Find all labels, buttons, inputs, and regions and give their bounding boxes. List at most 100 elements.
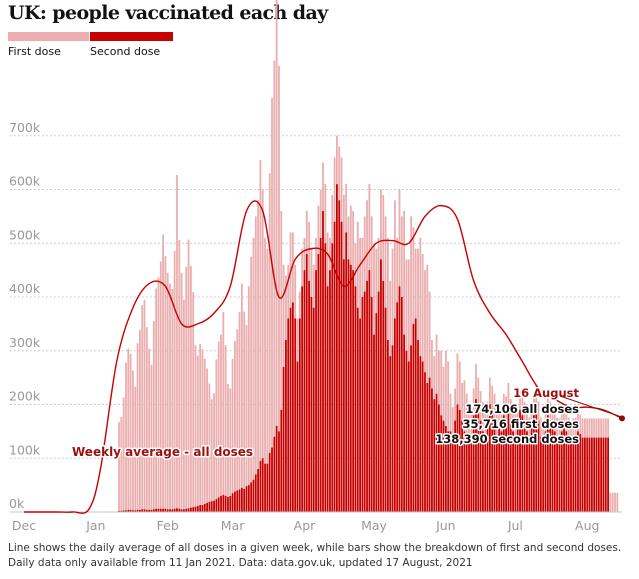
bar-second-dose <box>595 437 598 512</box>
bar-first-dose <box>502 393 505 416</box>
bar-second-dose <box>572 437 575 512</box>
x-tick-label: Aug <box>575 518 599 533</box>
bar-first-dose <box>512 407 514 432</box>
bar-first-dose <box>138 329 141 510</box>
bar-second-dose <box>444 426 447 512</box>
bar-second-dose <box>537 420 540 512</box>
bar-first-dose <box>201 349 204 506</box>
bar-second-dose <box>171 509 174 512</box>
bar-second-dose <box>145 509 148 512</box>
bar-first-dose <box>544 412 547 432</box>
bar-second-dose <box>498 426 501 512</box>
bar-second-dose <box>514 436 517 512</box>
bar-first-dose <box>222 312 225 495</box>
x-tick-label: Jun <box>435 518 456 533</box>
bar-first-dose <box>224 345 227 496</box>
bar-first-dose <box>354 243 357 287</box>
bar-first-dose <box>590 418 593 438</box>
bar-first-dose <box>616 492 619 512</box>
bar-second-dose <box>215 499 218 512</box>
daily-bars <box>118 0 619 512</box>
bar-first-dose <box>247 286 250 486</box>
bar-first-dose <box>349 205 352 265</box>
bar-second-dose <box>368 270 371 512</box>
bar-first-dose <box>514 412 517 437</box>
bar-first-dose <box>287 264 290 319</box>
bar-first-dose <box>602 418 605 438</box>
bar-first-dose <box>370 216 373 297</box>
bar-second-dose <box>192 507 195 512</box>
bar-first-dose <box>444 350 447 426</box>
bar-second-dose <box>433 399 436 512</box>
bar-second-dose <box>178 508 181 512</box>
bar-first-dose <box>604 418 607 438</box>
bar-second-dose <box>574 436 577 512</box>
y-tick-label: 200k <box>9 389 41 404</box>
bar-second-dose <box>180 509 183 512</box>
y-tick-label: 300k <box>9 335 41 350</box>
bar-second-dose <box>264 463 266 512</box>
bar-first-dose <box>368 184 371 271</box>
bar-first-dose <box>143 299 146 510</box>
x-tick-label: Apr <box>294 518 316 533</box>
bar-first-dose <box>584 418 586 438</box>
bar-second-dose <box>447 431 450 512</box>
bar-first-dose <box>278 65 280 432</box>
bar-second-dose <box>324 243 327 512</box>
bar-second-dose <box>475 399 477 512</box>
bar-second-dose <box>563 426 565 512</box>
bar-first-dose <box>259 159 262 461</box>
bar-first-dose <box>570 422 572 443</box>
bar-second-dose <box>546 415 549 512</box>
bar-second-dose <box>560 431 563 512</box>
bar-first-dose <box>338 146 341 201</box>
bar-first-dose <box>419 237 422 357</box>
bar-first-dose <box>347 216 350 260</box>
bar-first-dose <box>294 264 297 319</box>
bar-second-dose <box>530 426 533 512</box>
bar-second-dose <box>298 318 301 512</box>
bar-second-dose <box>533 415 535 512</box>
bar-second-dose <box>291 302 294 512</box>
bar-second-dose <box>185 508 188 512</box>
bar-first-dose <box>516 407 519 426</box>
x-tick-label: May <box>361 518 387 533</box>
bar-first-dose <box>535 385 538 405</box>
bar-first-dose <box>352 211 355 271</box>
bar-first-dose <box>607 418 609 438</box>
bar-second-dose <box>361 297 364 512</box>
bar-first-dose <box>579 414 582 435</box>
bar-first-dose <box>329 237 331 271</box>
bar-second-dose <box>528 436 531 512</box>
bar-second-dose <box>120 510 123 512</box>
bar-first-dose <box>206 368 209 503</box>
bar-first-dose <box>400 216 403 297</box>
bar-first-dose <box>577 412 579 432</box>
x-tick-label: Jul <box>507 518 523 533</box>
bar-second-dose <box>359 318 361 512</box>
bar-second-dose <box>132 510 134 512</box>
bar-first-dose <box>148 348 151 510</box>
bar-first-dose <box>484 407 487 437</box>
bar-first-dose <box>380 189 382 260</box>
bar-second-dose <box>240 487 243 512</box>
bar-second-dose <box>342 259 345 512</box>
bar-first-dose <box>340 157 343 222</box>
bar-second-dose <box>187 508 190 512</box>
y-tick-label: 600k <box>9 174 41 189</box>
bar-first-dose <box>600 418 603 438</box>
bar-second-dose <box>488 404 491 512</box>
bar-second-dose <box>206 502 209 512</box>
bar-second-dose <box>414 318 417 512</box>
bar-first-dose <box>505 396 508 421</box>
bar-first-dose <box>426 264 429 383</box>
bar-second-dose <box>354 286 357 512</box>
bar-second-dose <box>593 437 596 512</box>
bar-first-dose <box>465 393 468 437</box>
bar-first-dose <box>542 422 545 443</box>
chart-title: UK: people vaccinated each day <box>8 2 328 24</box>
bar-second-dose <box>118 510 120 512</box>
bar-second-dose <box>152 509 155 512</box>
bar-second-dose <box>500 431 503 512</box>
bar-first-dose <box>169 283 171 510</box>
